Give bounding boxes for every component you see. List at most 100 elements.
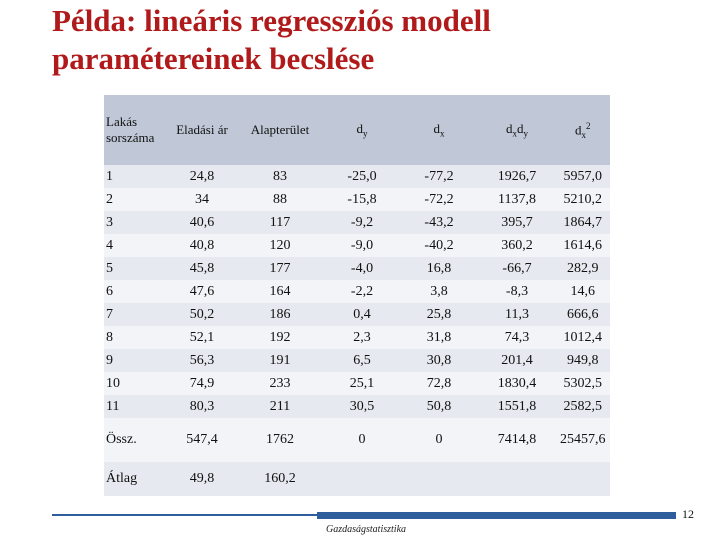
table-cell: 30,5	[349, 398, 375, 414]
header-dx: dx	[433, 121, 445, 139]
table-cell: 233	[269, 375, 291, 391]
table-cell: 16,8	[426, 260, 452, 276]
table-cell: 83	[273, 168, 287, 184]
table-cell: 1762	[266, 432, 294, 447]
table-cell: 5	[106, 260, 113, 276]
table-cell: 74,9	[189, 375, 215, 391]
table-cell: -4,0	[350, 260, 374, 276]
table-cell: 47,6	[189, 283, 215, 299]
table-cell: 360,2	[501, 237, 533, 253]
table-cell: 4	[106, 237, 113, 253]
title-line-2: paramétereinek becslése	[52, 41, 375, 76]
table-cell: -77,2	[424, 168, 454, 184]
header-dx-squared: dx2	[575, 120, 591, 140]
page-number: 12	[682, 507, 694, 521]
table-cell: 5210,2	[563, 191, 603, 207]
table-cell: 10	[106, 375, 120, 391]
header-sale-price: Eladási ár	[176, 122, 228, 137]
table-cell: 2582,5	[563, 398, 603, 414]
table-cell: Össz.	[106, 432, 137, 447]
table-cell: 50,2	[189, 306, 215, 322]
table-cell: 282,9	[567, 260, 599, 276]
table-cell: 25457,6	[560, 432, 606, 447]
table-cell: 25,1	[349, 375, 375, 391]
table-row: 10 74,9 233 25,1 72,8 1830,4 5302,5	[104, 372, 610, 395]
table-cell: 2,3	[353, 329, 371, 345]
table-cell: -15,8	[347, 191, 377, 207]
table-cell: 9	[106, 352, 113, 368]
table-cell: -2,2	[350, 283, 374, 299]
table-cell: 0,4	[353, 306, 371, 322]
table-header: Lakás sorszáma Eladási ár Alapterület dy…	[104, 95, 610, 165]
table-cell: 88	[273, 191, 287, 207]
table-cell: 11,3	[505, 306, 529, 322]
table-row: 3 40,6 117 -9,2 -43,2 395,7 1864,7	[104, 211, 610, 234]
table-cell: 949,8	[567, 352, 599, 368]
table-cell: 0	[358, 432, 366, 447]
table-cell: 191	[269, 352, 291, 368]
table-cell: 34	[195, 191, 209, 207]
table-cell: 1551,8	[497, 398, 537, 414]
table-cell: 6	[106, 283, 113, 299]
table-cell: 547,4	[186, 432, 218, 447]
table-cell: 2	[106, 191, 113, 207]
table-cell: 25,8	[426, 306, 452, 322]
table-cell: 49,8	[189, 471, 215, 486]
table-cell: 7414,8	[497, 432, 537, 447]
table-body: 1 24,8 83 -25,0 -77,2 1926,7 5957,0 2 34 88 -15,8-…	[104, 165, 610, 496]
table-cell: 1926,7	[497, 168, 537, 184]
table-cell: 160,2	[264, 471, 296, 486]
table-cell: 30,8	[426, 352, 452, 368]
table-cell: 164	[269, 283, 291, 299]
table-row: 2 34 88 -15,8 -72,2 1137,8 5210,2	[104, 188, 610, 211]
table-row: 6 47,6 164 -2,2 3,8 -8,3 14,6	[104, 280, 610, 303]
table-row: 7 50,2 186 0,4 25,8 11,3 666,6	[104, 303, 610, 326]
table-cell: 14,6	[570, 283, 596, 299]
table-cell: 72,8	[426, 375, 452, 391]
table-row: 11 80,3 211 30,5 50,8 1551,8 2582,5	[104, 395, 610, 418]
header-dy: dy	[356, 121, 368, 139]
title-line-1: Példa: lineáris regressziós modell	[52, 3, 491, 38]
table-row: Össz. 547,4 1762 0 0 7414,8 25457,6	[104, 418, 610, 462]
table-cell: 5957,0	[563, 168, 603, 184]
header-apartment-number: Lakás sorszáma	[106, 114, 155, 145]
table-cell: -9,0	[350, 237, 374, 253]
table-cell: 56,3	[189, 352, 215, 368]
table-cell: 74,3	[504, 329, 530, 345]
table-cell: 0	[435, 432, 443, 447]
table-cell: -66,7	[502, 260, 532, 276]
regression-table: Lakás sorszáma Eladási ár Alapterület dy…	[104, 95, 610, 496]
footer-course-name: Gazdaságstatisztika	[326, 524, 407, 535]
table-cell: 1	[106, 168, 113, 184]
table-cell: -40,2	[424, 237, 454, 253]
table-row: 9 56,3 191 6,5 30,8 201,4 949,8	[104, 349, 610, 372]
table-cell: 211	[269, 398, 291, 414]
table-cell: 11	[106, 398, 120, 414]
table-cell: 80,3	[189, 398, 215, 414]
table-cell: 3,8	[430, 283, 448, 299]
table-cell	[400, 462, 478, 496]
table-row: 8 52,1 192 2,3 31,8 74,3 1012,4	[104, 326, 610, 349]
table-row: 4 40,8 120 -9,0 -40,2 360,2 1614,6	[104, 234, 610, 257]
table-cell	[556, 462, 610, 496]
table-row: 5 45,8 177 -4,0 16,8 -66,7 282,9	[104, 257, 610, 280]
table-row: 1 24,8 83 -25,0 -77,2 1926,7 5957,0	[104, 165, 610, 188]
table-cell: Átlag	[106, 471, 138, 486]
table-cell: 177	[269, 260, 291, 276]
table-cell: 395,7	[501, 214, 533, 230]
header-dx-dy: dxdy	[506, 121, 528, 139]
table-cell: 7	[106, 306, 113, 322]
table-cell: 40,6	[189, 214, 215, 230]
table-cell: 1830,4	[497, 375, 537, 391]
table-cell: 192	[269, 329, 291, 345]
table-cell: 1864,7	[563, 214, 603, 230]
table-cell: 31,8	[426, 329, 452, 345]
table-cell: -25,0	[347, 168, 377, 184]
table-cell: 120	[269, 237, 291, 253]
table-cell: 40,8	[189, 237, 215, 253]
header-row: Lakás sorszáma Eladási ár Alapterület dy…	[104, 95, 610, 165]
table-cell: -8,3	[505, 283, 529, 299]
table-cell: 3	[106, 214, 113, 230]
table-cell: 1614,6	[563, 237, 603, 253]
table-cell: 45,8	[189, 260, 215, 276]
